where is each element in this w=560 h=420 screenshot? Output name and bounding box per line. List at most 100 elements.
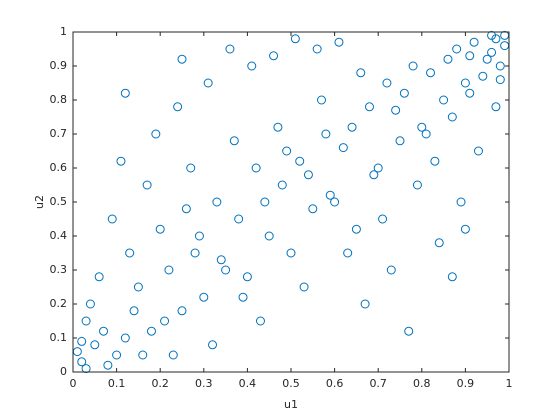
point [120, 333, 130, 343]
point [155, 224, 165, 234]
point [90, 340, 100, 350]
point [317, 95, 327, 105]
point [251, 163, 261, 173]
point [460, 78, 470, 88]
point [164, 265, 174, 275]
point [364, 102, 374, 112]
point [282, 146, 292, 156]
point [495, 61, 505, 71]
point [382, 78, 392, 88]
point [478, 71, 488, 81]
point [120, 88, 130, 98]
point [408, 61, 418, 71]
point [203, 78, 213, 88]
point [99, 326, 109, 336]
point [173, 102, 183, 112]
y-tick-label: 0 [60, 365, 67, 378]
point [338, 143, 348, 153]
point [343, 248, 353, 258]
point [273, 122, 283, 132]
point [229, 136, 239, 146]
point [81, 364, 91, 374]
x-tick-label: 0.6 [326, 377, 344, 390]
point [487, 47, 497, 57]
y-tick-label: 0.9 [50, 59, 68, 72]
point [443, 54, 453, 64]
point [103, 360, 113, 370]
point [347, 122, 357, 132]
y-tick-label: 0.1 [50, 331, 68, 344]
point [85, 299, 95, 309]
point [412, 180, 422, 190]
point [77, 357, 87, 367]
point [277, 180, 287, 190]
point [151, 129, 161, 139]
point [138, 350, 148, 360]
point [456, 197, 466, 207]
point [325, 190, 335, 200]
point [238, 292, 248, 302]
point [177, 54, 187, 64]
x-tick-label: 0 [70, 377, 77, 390]
x-tick-label: 1 [506, 377, 513, 390]
y-axis-label: u2 [33, 195, 46, 209]
point [199, 292, 209, 302]
x-tick-label: 0.3 [195, 377, 213, 390]
point [290, 34, 300, 44]
x-tick-label: 0.2 [151, 377, 169, 390]
point [378, 214, 388, 224]
point [168, 350, 178, 360]
x-axis-label: u1 [284, 398, 298, 411]
point [255, 316, 265, 326]
point [373, 163, 383, 173]
point [491, 102, 501, 112]
point [495, 75, 505, 85]
point [125, 248, 135, 258]
point [269, 51, 279, 61]
point [212, 197, 222, 207]
point [426, 68, 436, 78]
point [129, 306, 139, 316]
y-tick-label: 0.5 [50, 195, 68, 208]
y-tick-label: 0.7 [50, 127, 68, 140]
y-tick-label: 0.3 [50, 263, 68, 276]
point [417, 122, 427, 132]
point [225, 44, 235, 54]
point [146, 326, 156, 336]
point [386, 265, 396, 275]
point [186, 163, 196, 173]
point [299, 282, 309, 292]
x-tick-label: 0.1 [108, 377, 126, 390]
x-tick-label: 0.4 [239, 377, 257, 390]
point [160, 316, 170, 326]
point [194, 231, 204, 241]
point [360, 299, 370, 309]
point [447, 272, 457, 282]
point [356, 68, 366, 78]
point [395, 136, 405, 146]
y-tick-label: 1 [60, 25, 67, 38]
x-tick-label: 0.5 [282, 377, 300, 390]
point [112, 350, 122, 360]
point [295, 156, 305, 166]
y-tick-label: 0.2 [50, 297, 68, 310]
point [452, 44, 462, 54]
point [369, 170, 379, 180]
point [216, 255, 226, 265]
point [303, 170, 313, 180]
point [334, 37, 344, 47]
point [81, 316, 91, 326]
point [116, 156, 126, 166]
point [133, 282, 143, 292]
point [312, 44, 322, 54]
point [142, 180, 152, 190]
y-tick-label: 0.6 [50, 161, 68, 174]
point [177, 306, 187, 316]
point [421, 129, 431, 139]
point [247, 61, 257, 71]
point [447, 112, 457, 122]
point [473, 146, 483, 156]
point [260, 197, 270, 207]
point [234, 214, 244, 224]
point [77, 336, 87, 346]
